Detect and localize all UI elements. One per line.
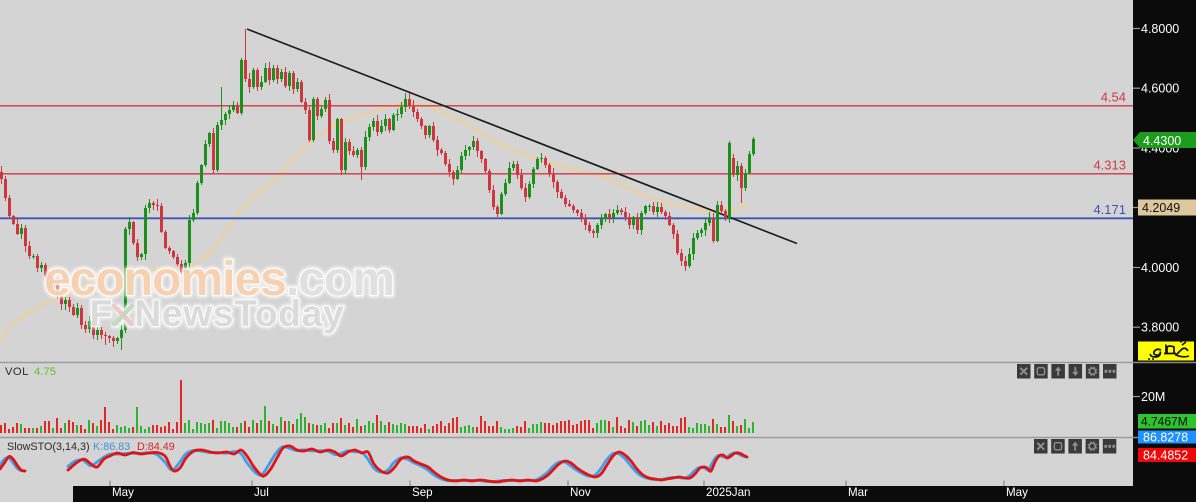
svg-text:Mar: Mar	[848, 486, 868, 499]
svg-text:Sep: Sep	[412, 486, 433, 499]
svg-text:Jul: Jul	[254, 486, 269, 499]
svg-text:K:86.83: K:86.83	[93, 441, 130, 453]
svg-text:3.8000: 3.8000	[1141, 321, 1179, 335]
svg-text:4.75: 4.75	[34, 366, 56, 378]
svg-text:20M: 20M	[1141, 390, 1165, 404]
svg-text:4.2049: 4.2049	[1142, 201, 1180, 215]
svg-text:economies.com: economies.com	[44, 253, 394, 306]
svg-text:May: May	[1006, 486, 1028, 499]
svg-text:Nov: Nov	[570, 486, 591, 499]
svg-text:4.313: 4.313	[1093, 158, 1126, 173]
svg-text:VOL: VOL	[5, 366, 29, 378]
svg-text:4.8000: 4.8000	[1141, 22, 1179, 36]
svg-text:4.7467M: 4.7467M	[1141, 415, 1188, 429]
svg-text:4.0000: 4.0000	[1141, 261, 1179, 275]
svg-text:FxNewsToday: FxNewsToday	[90, 293, 345, 334]
svg-text:4.171: 4.171	[1093, 202, 1126, 217]
svg-text:84.4852: 84.4852	[1143, 449, 1188, 463]
svg-text:86.8278: 86.8278	[1143, 431, 1188, 445]
svg-text:D:84.49: D:84.49	[137, 441, 175, 453]
svg-text:4.4300: 4.4300	[1143, 134, 1181, 148]
svg-text:4.6000: 4.6000	[1141, 82, 1179, 96]
svg-text:FxNewsToday: FxNewsToday	[90, 293, 345, 334]
svg-text:4.54: 4.54	[1101, 90, 1126, 105]
svg-text:May: May	[112, 486, 134, 499]
svg-text:economies.com: economies.com	[44, 253, 394, 306]
svg-text:2025Jan: 2025Jan	[706, 486, 750, 499]
svg-text:SlowSTO(3,14,3): SlowSTO(3,14,3)	[7, 441, 90, 453]
svg-text:FxNewsToday: FxNewsToday	[90, 293, 345, 334]
svg-text:economies.com: economies.com	[44, 253, 394, 306]
